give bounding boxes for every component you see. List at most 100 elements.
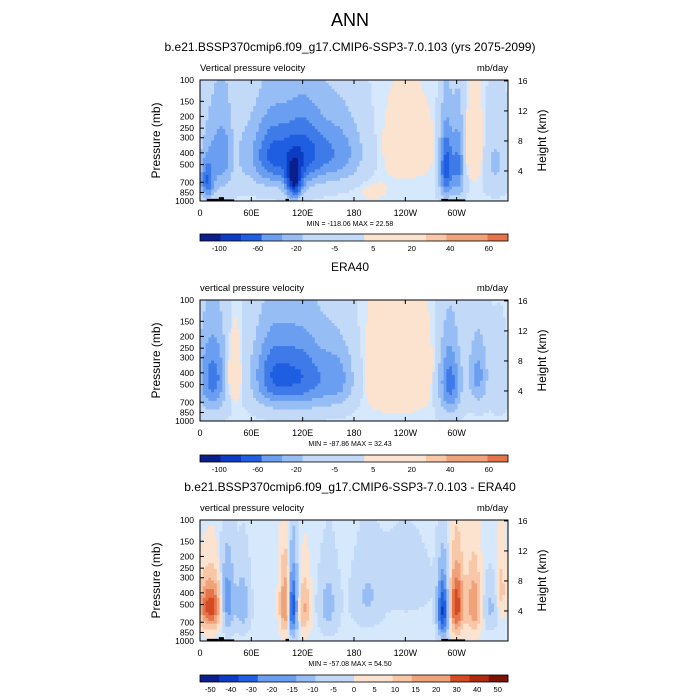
contour-cell [300, 154, 305, 159]
contour-cell [491, 94, 495, 98]
contour-cell [295, 82, 299, 87]
contour-cell [228, 94, 232, 98]
contour-cell [306, 91, 310, 95]
contour-cell [205, 100, 209, 104]
contour-cell [261, 331, 265, 336]
contour-cell [244, 94, 249, 98]
contour-cell [415, 105, 419, 110]
contour-cell [202, 85, 207, 90]
contour-cell [356, 103, 361, 107]
contour-cell [214, 126, 218, 130]
contour-cell [202, 154, 207, 159]
contour-cell [289, 88, 293, 93]
contour-cell [466, 134, 470, 139]
contour-cell [286, 175, 291, 179]
contour-cell [365, 114, 369, 119]
contour-cell [264, 177, 268, 182]
contour-cell [264, 317, 268, 321]
contour-cell [323, 189, 327, 193]
contour-cell [368, 94, 372, 98]
contour-cell [404, 120, 408, 124]
contour-cell [222, 320, 226, 324]
contour-cell [295, 100, 299, 104]
contour-cell [225, 120, 229, 124]
contour-cell [424, 126, 428, 130]
contour-cell [314, 140, 319, 144]
contour-cell [440, 108, 445, 113]
contour-cell [286, 97, 291, 101]
contour-cell [228, 369, 232, 373]
contour-cell [334, 183, 338, 188]
contour-cell [337, 117, 341, 121]
contour-cell [289, 154, 293, 159]
contour-cell [337, 146, 341, 150]
contour-cell [250, 325, 254, 330]
contour-cell [356, 134, 361, 139]
contour-cell [390, 160, 394, 165]
contour-cell [435, 195, 439, 199]
contour-cell [314, 180, 319, 185]
contour-cell [219, 372, 223, 376]
contour-cell [242, 323, 246, 327]
contour-cell [250, 152, 254, 156]
contour-cell [426, 131, 431, 136]
contour-cell [345, 146, 349, 150]
contour-cell [275, 123, 279, 127]
contour-cell [214, 386, 218, 390]
contour-cell [264, 392, 268, 396]
contour-cell [368, 91, 372, 95]
contour-cell [499, 88, 503, 93]
contour-cell [202, 177, 207, 182]
contour-cell [303, 100, 307, 104]
contour-cell [205, 328, 209, 333]
contour-cell [303, 154, 307, 159]
contour-cell [454, 169, 459, 173]
contour-cell [261, 366, 265, 370]
contour-cell [264, 157, 268, 162]
contour-cell [230, 82, 235, 87]
colorbar-box [261, 234, 283, 241]
contour-cell [454, 108, 459, 113]
contour-cell [225, 140, 229, 144]
contour-cell [211, 406, 215, 411]
contour-cell [314, 195, 319, 199]
contour-cell [216, 105, 221, 110]
contour-cell [407, 137, 411, 142]
contour-cell [286, 117, 291, 121]
contour-cell [208, 380, 212, 385]
contour-cell [286, 80, 291, 84]
contour-cell [440, 186, 445, 191]
contour-cell [200, 340, 204, 344]
contour-cell [208, 328, 212, 333]
contour-cell [233, 172, 237, 176]
contour-cell [415, 91, 419, 95]
contour-cell [312, 192, 316, 196]
contour-cell [312, 103, 316, 107]
contour-cell [244, 91, 249, 95]
contour-cell [370, 134, 375, 139]
contour-cell [334, 149, 338, 153]
contour-cell [438, 172, 442, 176]
contour-cell [292, 198, 296, 201]
contour-cell [415, 166, 419, 170]
contour-cell [253, 80, 257, 84]
contour-cell [278, 198, 282, 201]
contour-cell [230, 380, 235, 385]
contour-cell [292, 163, 296, 168]
contour-cell [410, 85, 414, 90]
contour-cell [200, 80, 204, 84]
contour-cell [326, 134, 330, 139]
contour-cell [264, 314, 268, 318]
contour-cell [452, 108, 456, 113]
contour-cell [202, 143, 207, 147]
contour-cell [317, 82, 321, 87]
contour-cell [219, 180, 223, 185]
contour-cell [328, 192, 333, 196]
contour-cell [362, 131, 366, 136]
contour-cell [211, 337, 215, 341]
contour-cell [253, 169, 257, 173]
contour-cell [477, 120, 481, 124]
contour-cell [284, 163, 288, 168]
contour-cell [233, 366, 237, 370]
contour-cell [320, 88, 324, 93]
